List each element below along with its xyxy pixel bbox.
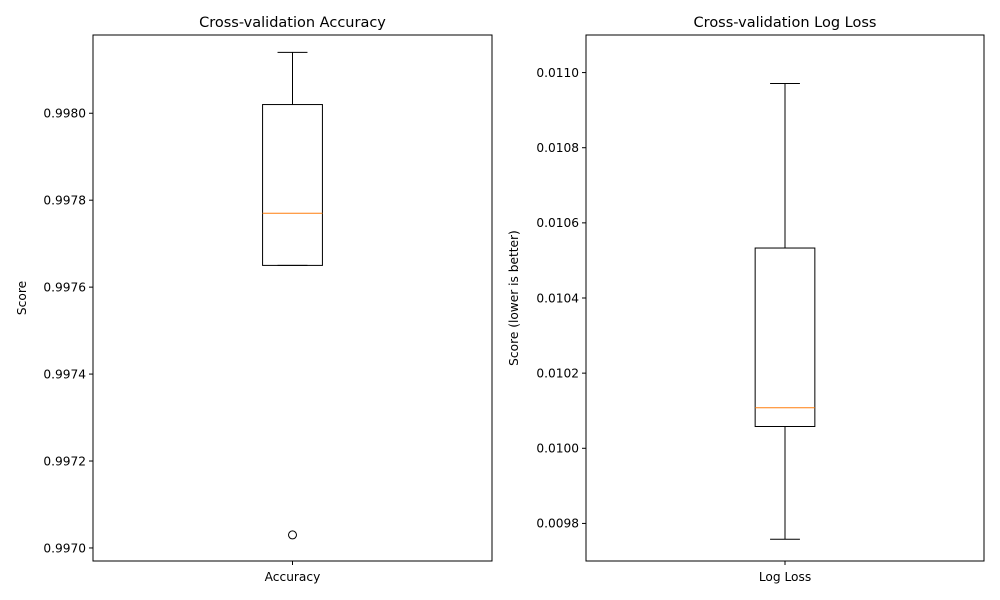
- logloss-ytick-label: 0.0098: [536, 517, 579, 531]
- logloss-y-axis-label: Score (lower is better): [507, 230, 521, 366]
- accuracy-ytick-label: 0.9972: [43, 454, 86, 468]
- logloss-plot-frame: [585, 34, 985, 562]
- logloss-ytick-label: 0.0108: [536, 141, 579, 155]
- accuracy-y-ticks: 0.9970 0.9972 0.9974 0.9976 0.9978 0.9980: [43, 107, 93, 555]
- accuracy-panel: Cross-validation Accuracy Score 0.99700.…: [15, 15, 493, 584]
- logloss-y-ticks: 0.0098 0.0100 0.0102 0.0104 0.0106 0.0108 0.01…: [536, 66, 586, 531]
- logloss-box: [754, 247, 816, 427]
- logloss-ytick-label: 0.0100: [536, 442, 579, 456]
- accuracy-ytick-label: 0.9976: [43, 280, 86, 294]
- accuracy-plot-frame: [92, 34, 493, 562]
- logloss-panel: Cross-validation Log Loss Score (lower i…: [507, 15, 985, 584]
- accuracy-ytick-label: 0.9978: [43, 193, 86, 207]
- logloss-ytick-label: 0.0110: [536, 66, 579, 80]
- accuracy-ytick-label: 0.9974: [43, 367, 86, 381]
- logloss-ytick-label: 0.0104: [536, 291, 579, 305]
- logloss-x-ticks: Log Loss: [759, 561, 811, 584]
- logloss-boxes: [754, 82, 816, 540]
- accuracy-ytick-label: 0.9970: [43, 541, 86, 555]
- logloss-chart-title: Cross-validation Log Loss: [694, 15, 877, 31]
- accuracy-boxes: [262, 51, 323, 540]
- accuracy-x-ticks: Accuracy: [265, 561, 321, 584]
- accuracy-outlier-point: [288, 530, 297, 540]
- logloss-ytick-label: 0.0106: [536, 216, 579, 230]
- accuracy-y-axis-label: Score: [15, 281, 29, 315]
- logloss-ytick-label: 0.0102: [536, 366, 579, 380]
- accuracy-chart-title: Cross-validation Accuracy: [199, 15, 386, 31]
- accuracy-ytick-label: 0.9980: [43, 107, 86, 121]
- logloss-xtick-label: Log Loss: [759, 570, 811, 584]
- accuracy-box: [262, 104, 323, 266]
- accuracy-xtick-label: Accuracy: [265, 570, 321, 584]
